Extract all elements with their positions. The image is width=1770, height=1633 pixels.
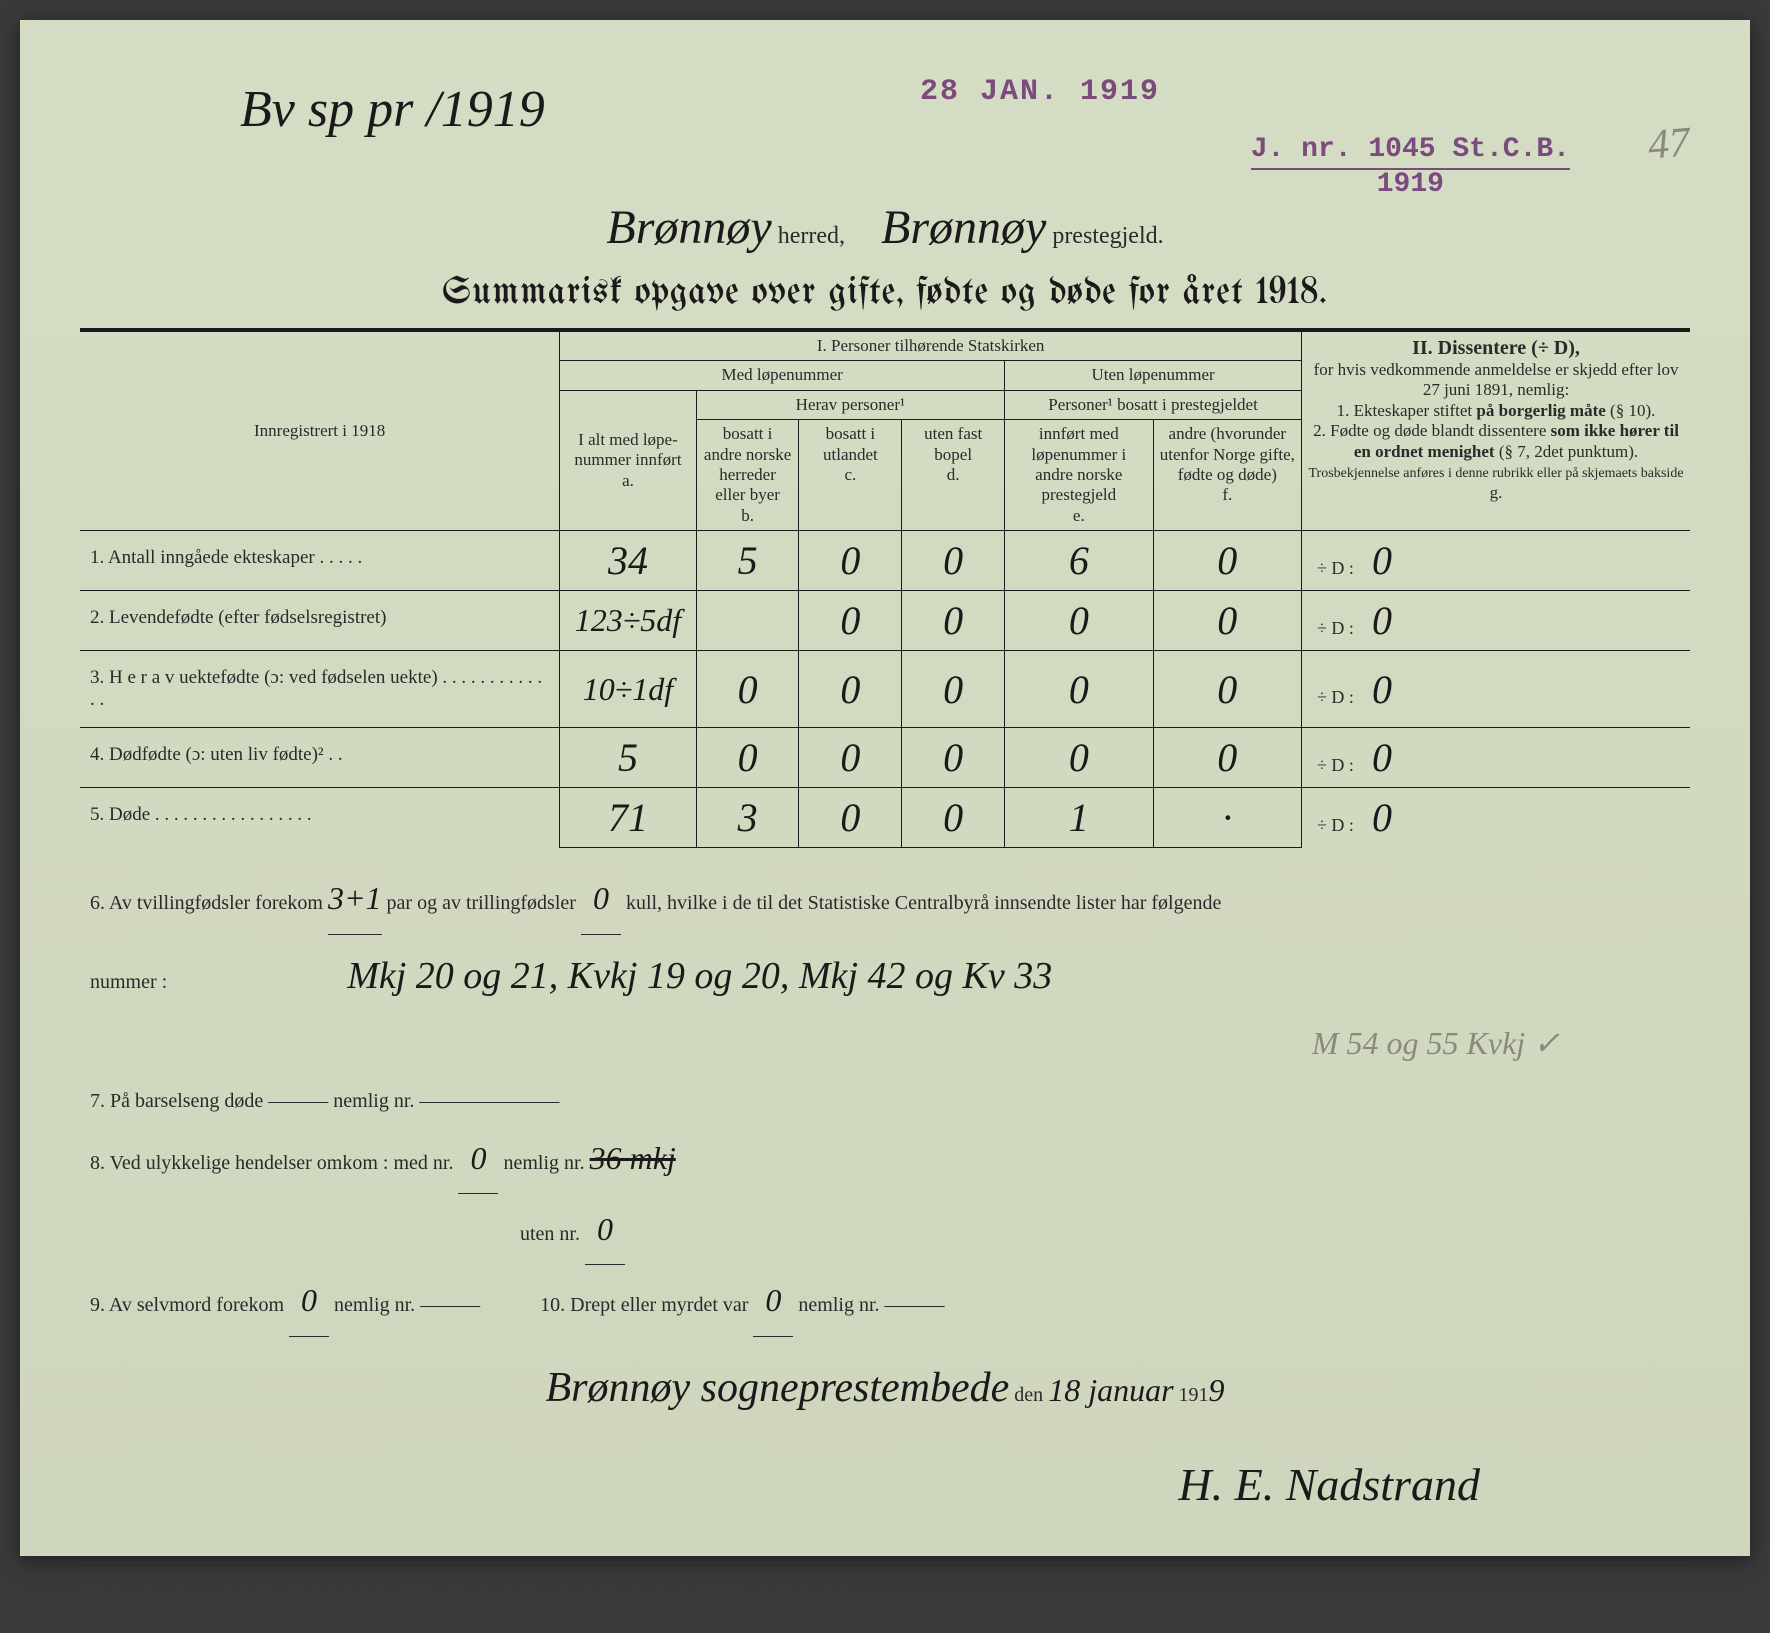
table-row: 5. Døde . . . . . . . . . . . . . . . . … bbox=[80, 788, 1690, 848]
line-7: 7. På barselseng døde ——— nemlig nr. ———… bbox=[90, 1079, 1680, 1123]
prestegjeld-label: prestegjeld. bbox=[1052, 223, 1163, 249]
cell-g: ÷ D : 0 bbox=[1302, 531, 1690, 591]
cell-d: 0 bbox=[902, 531, 1005, 591]
cell-e: 6 bbox=[1005, 531, 1153, 591]
cell-g: ÷ D : 0 bbox=[1302, 788, 1690, 848]
cell-b: 5 bbox=[696, 531, 799, 591]
line-6-pencil: M 54 og 55 Kvkj ✓ bbox=[90, 1008, 1680, 1078]
stamp-journal-number: J. nr. 1045 St.C.B. 1919 bbox=[1251, 135, 1570, 201]
cell-a: 123÷5df bbox=[560, 591, 696, 651]
cell-e: 1 bbox=[1005, 788, 1153, 848]
row-label: 3. H e r a v uektefødte (ɔ: ved fødselen… bbox=[80, 651, 560, 728]
table-row: 4. Dødfødte (ɔ: uten liv fødte)² . . 5 0… bbox=[80, 728, 1690, 788]
cell-c: 0 bbox=[799, 531, 902, 591]
cell-a: 5 bbox=[560, 728, 696, 788]
cell-c: 0 bbox=[799, 728, 902, 788]
col-d-header: uten fast bopeld. bbox=[902, 420, 1005, 531]
cell-e: 0 bbox=[1005, 591, 1153, 651]
table-row: 3. H e r a v uektefødte (ɔ: ved fødselen… bbox=[80, 651, 1690, 728]
section1-header: I. Personer tilhørende Statskirken bbox=[560, 332, 1302, 361]
col-a-header: I alt med løpe-nummer innførta. bbox=[560, 390, 696, 530]
line-8: 8. Ved ulykkelige hendelser omkom : med … bbox=[90, 1123, 1680, 1194]
footnote-2: ² Herunder medregnes i k k e de tilfelle… bbox=[80, 1605, 1690, 1632]
cell-f: 0 bbox=[1153, 591, 1301, 651]
med-lopenummer: Med løpenummer bbox=[560, 361, 1005, 390]
herred-label: herred, bbox=[778, 223, 845, 249]
cell-d: 0 bbox=[902, 651, 1005, 728]
header-handwriting: Bv sp pr /1919 bbox=[240, 80, 545, 139]
lower-section: 6. Av tvillingfødsler forekom 3+1 par og… bbox=[80, 863, 1690, 1535]
cell-b: 0 bbox=[696, 728, 799, 788]
cell-f: 0 bbox=[1153, 651, 1301, 728]
signature-line: Brønnøy sogneprestembede den 18 januar 1… bbox=[90, 1342, 1680, 1434]
location-line: Brønnøy herred, Brønnøy prestegjeld. bbox=[80, 200, 1690, 255]
cell-g: ÷ D : 0 bbox=[1302, 591, 1690, 651]
footnotes: ¹ Ved e k t e s k a p e r gjelder rubrik… bbox=[80, 1565, 1690, 1632]
footnote-1: ¹ Ved e k t e s k a p e r gjelder rubrik… bbox=[80, 1578, 1690, 1605]
cell-d: 0 bbox=[902, 728, 1005, 788]
twin-numbers-hw: Mkj 20 og 21, Kvkj 19 og 20, Mkj 42 og K… bbox=[347, 955, 1052, 997]
cell-a: 71 bbox=[560, 788, 696, 848]
col-c-header: bosatt i utlandetc. bbox=[799, 420, 902, 531]
cell-e: 0 bbox=[1005, 651, 1153, 728]
line-9-10: 9. Av selvmord forekom 0 nemlig nr. ——— … bbox=[90, 1265, 1680, 1336]
row-label: 1. Antall inngåede ekteskaper . . . . . bbox=[80, 531, 560, 591]
cell-f: 0 bbox=[1153, 531, 1301, 591]
line-8-uten: uten nr. 0 bbox=[90, 1194, 1680, 1265]
cell-b: 0 bbox=[696, 651, 799, 728]
table-row: 1. Antall inngåede ekteskaper . . . . . … bbox=[80, 531, 1690, 591]
row-label: 4. Dødfødte (ɔ: uten liv fødte)² . . bbox=[80, 728, 560, 788]
line-6: 6. Av tvillingfødsler forekom 3+1 par og… bbox=[90, 863, 1680, 934]
cell-g: ÷ D : 0 bbox=[1302, 651, 1690, 728]
line-6-nummer: nummer : Mkj 20 og 21, Kvkj 19 og 20, Mk… bbox=[90, 935, 1680, 1019]
cell-a: 10÷1df bbox=[560, 651, 696, 728]
dissenter-text: for hvis vedkommende anmeldelse er skjed… bbox=[1308, 360, 1684, 503]
stamp-journal-line1: J. nr. 1045 St.C.B. bbox=[1251, 135, 1570, 170]
herav-personer: Herav personer¹ bbox=[696, 390, 1004, 419]
cell-e: 0 bbox=[1005, 728, 1153, 788]
cell-b: 3 bbox=[696, 788, 799, 848]
cell-a: 34 bbox=[560, 531, 696, 591]
signature: H. E. Nadstrand bbox=[90, 1434, 1680, 1535]
main-table: Innregistrert i 1918 I. Personer tilhøre… bbox=[80, 332, 1690, 848]
table-row: 2. Levendefødte (efter fødselsregistret)… bbox=[80, 591, 1690, 651]
cell-d: 0 bbox=[902, 788, 1005, 848]
col-innregistrert: Innregistrert i 1918 bbox=[80, 332, 560, 531]
personer-bosatt: Personer¹ bosatt i prestegjeldet bbox=[1005, 390, 1302, 419]
stamp-journal-line2: 1919 bbox=[1251, 170, 1570, 201]
section2-header: II. Dissentere (÷ D), bbox=[1308, 336, 1684, 360]
col-b-header: bosatt i andre norske herreder eller bye… bbox=[696, 420, 799, 531]
col-e-header: innført med løpenummer i andre norske pr… bbox=[1005, 420, 1153, 531]
cell-c: 0 bbox=[799, 651, 902, 728]
cell-c: 0 bbox=[799, 788, 902, 848]
herred-handwritten: Brønnøy bbox=[606, 201, 771, 254]
cell-f: · bbox=[1153, 788, 1301, 848]
section2-col: II. Dissentere (÷ D), for hvis vedkommen… bbox=[1302, 332, 1690, 531]
prestegjeld-handwritten: Brønnøy bbox=[881, 201, 1046, 254]
cell-b bbox=[696, 591, 799, 651]
col-f-header: andre (hvorunder utenfor Norge gifte, fø… bbox=[1153, 420, 1301, 531]
row-label: 5. Døde . . . . . . . . . . . . . . . . … bbox=[80, 788, 560, 848]
row-label: 2. Levendefødte (efter fødselsregistret) bbox=[80, 591, 560, 651]
cell-c: 0 bbox=[799, 591, 902, 651]
cell-f: 0 bbox=[1153, 728, 1301, 788]
cell-g: ÷ D : 0 bbox=[1302, 728, 1690, 788]
cell-d: 0 bbox=[902, 591, 1005, 651]
uten-lopenummer: Uten løpenummer bbox=[1005, 361, 1302, 390]
page-number: 47 bbox=[1646, 118, 1692, 169]
form-title: Summarisk opgave over gifte, fødte og dø… bbox=[80, 273, 1690, 313]
document-page: 28 JAN. 1919 J. nr. 1045 St.C.B. 1919 47… bbox=[20, 20, 1750, 1556]
stamp-received-date: 28 JAN. 1919 bbox=[920, 75, 1160, 109]
